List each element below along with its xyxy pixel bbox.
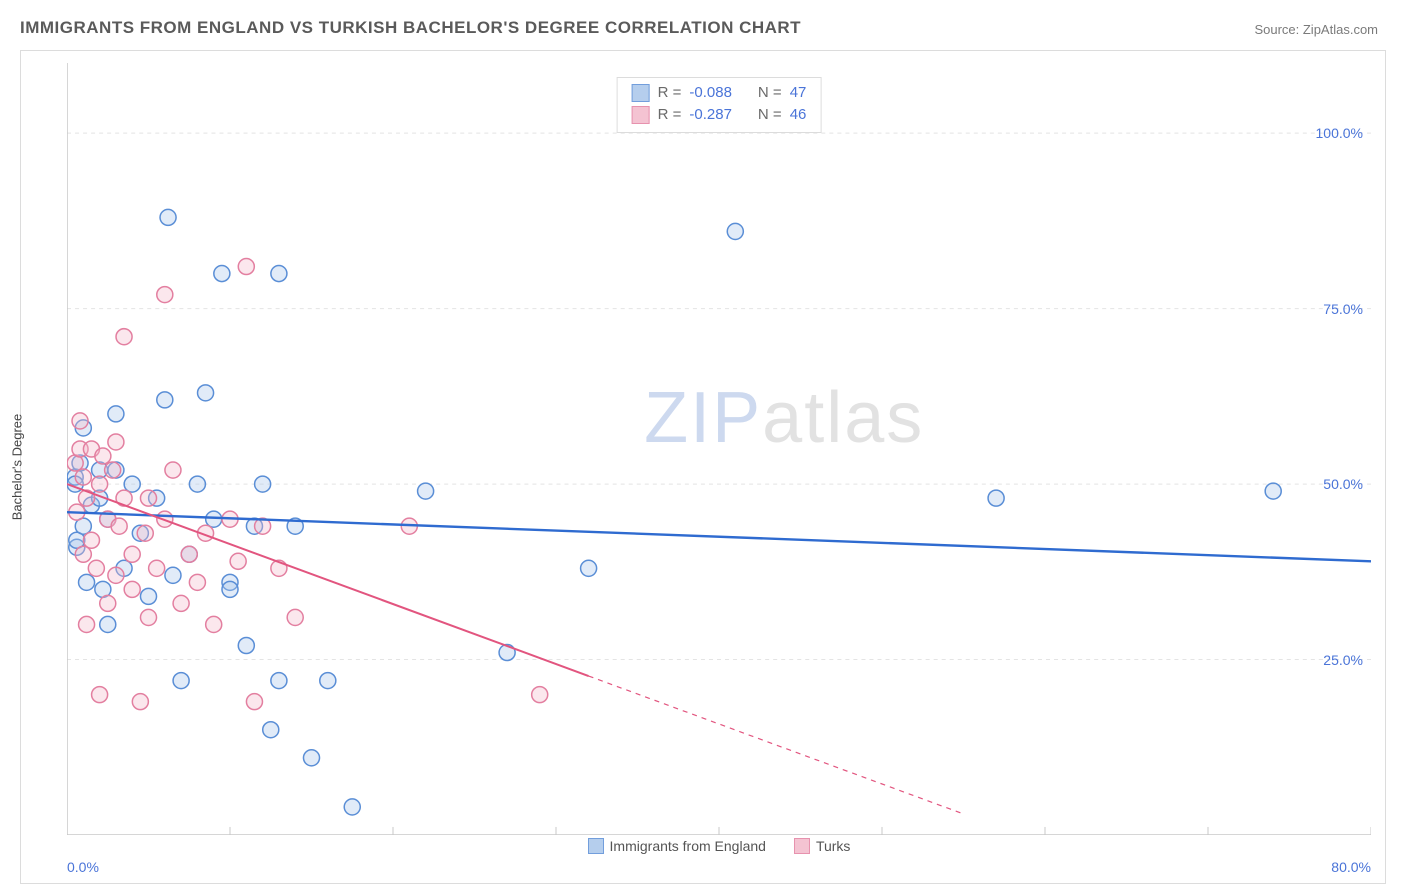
y-axis-label: Bachelor's Degree [10, 414, 25, 521]
x-axis-ticks: 0.0% 80.0% [67, 859, 1371, 877]
r-value: -0.287 [689, 104, 732, 126]
r-value: -0.088 [689, 82, 732, 104]
n-label: N = [758, 104, 782, 126]
chart-container: Bachelor's Degree ZIPatlas R = -0.088N =… [20, 50, 1386, 884]
legend-row: R = -0.287 N = 46 [632, 104, 807, 126]
legend-swatch [632, 106, 650, 124]
y-tick-label: 100.0% [1316, 125, 1363, 141]
n-label: N = [758, 82, 782, 104]
y-tick-label: 25.0% [1323, 652, 1363, 668]
y-axis-ticks: 25.0% 50.0% 75.0% 100.0% [1303, 63, 1363, 835]
n-value: 46 [790, 104, 807, 126]
series-name: Immigrants from England [610, 838, 766, 854]
legend-row: R = -0.088 N = 47 [632, 82, 807, 104]
series-name: Turks [816, 838, 850, 854]
plot-area: ZIPatlas R = -0.088N = 47R = -0.287N = 4… [67, 63, 1371, 835]
legend-swatch [794, 838, 810, 854]
r-label: R = [658, 104, 682, 126]
r-label: R = [658, 82, 682, 104]
series-legend: Immigrants from England Turks [67, 838, 1371, 857]
x-tick-label: 80.0% [1331, 859, 1371, 875]
x-tick-label: 0.0% [67, 859, 99, 875]
legend-swatch [588, 838, 604, 854]
y-tick-label: 75.0% [1323, 301, 1363, 317]
chart-title: IMMIGRANTS FROM ENGLAND VS TURKISH BACHE… [20, 18, 801, 38]
series-legend-item: Immigrants from England [588, 838, 766, 854]
legend-swatch [632, 84, 650, 102]
y-tick-label: 50.0% [1323, 476, 1363, 492]
correlation-legend: R = -0.088 N = 47 R = -0.287 N = 46 [617, 77, 822, 133]
source-label: Source: ZipAtlas.com [1254, 22, 1378, 37]
series-legend-item: Turks [794, 838, 850, 854]
scatter-svg [67, 63, 1371, 835]
n-value: 47 [790, 82, 807, 104]
